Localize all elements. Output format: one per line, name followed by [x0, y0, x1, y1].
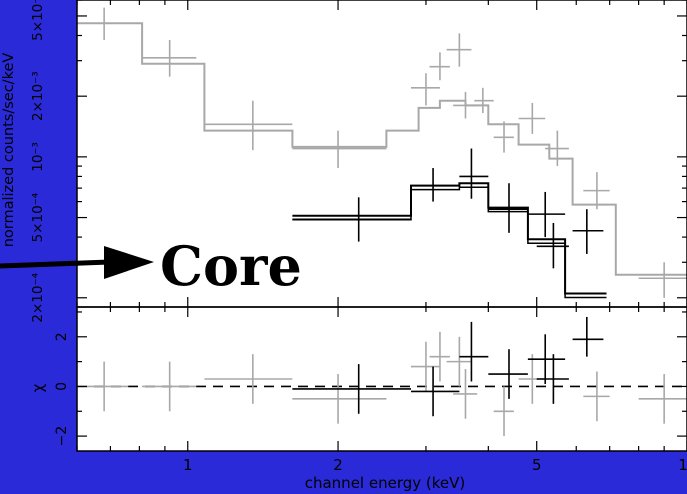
- x-tick-label: 1: [183, 456, 193, 474]
- y-axis-label-bottom: χ: [29, 383, 47, 392]
- y-tick-label-top: 10⁻³: [30, 142, 46, 172]
- residual-panel: [77, 316, 687, 437]
- core-arrow-head: [104, 246, 154, 279]
- y-tick-label-top: 5×10⁻⁴: [30, 193, 46, 243]
- bottom-frame: [76, 306, 687, 452]
- core-arrow-shaft: [0, 259, 111, 269]
- x-tick-label: 2: [333, 456, 343, 474]
- core-annotation: Core: [0, 234, 302, 298]
- model-line-gray: [77, 22, 687, 276]
- axes-frame: 1 2 5 1 2×10⁻⁴ 5×10⁻⁴ 10⁻³ 2×10⁻³ 5×10⁻³ −2 0 2: [30, 0, 687, 474]
- core-label: Core: [160, 234, 302, 298]
- y-tick-label-top: 2×10⁻³: [30, 71, 46, 121]
- y-tick-label-bottom: −2: [54, 426, 70, 447]
- model-line-black-secondary: [292, 186, 607, 299]
- y-tick-label-bottom: 0: [54, 382, 70, 391]
- plot-background: [77, 0, 687, 451]
- y-tick-label-top: 2×10⁻⁴: [30, 273, 46, 323]
- top-panel: [77, 7, 687, 299]
- x-axis-label: channel energy (keV): [305, 474, 466, 492]
- y-tick-label-bottom: 2: [54, 332, 70, 341]
- x-tick-label: 5: [532, 456, 542, 474]
- y-axis-label-top: normalized counts/sec/keV: [1, 53, 17, 248]
- y-tick-label-top: 5×10⁻³: [30, 0, 46, 41]
- x-tick-label: 1: [678, 456, 687, 474]
